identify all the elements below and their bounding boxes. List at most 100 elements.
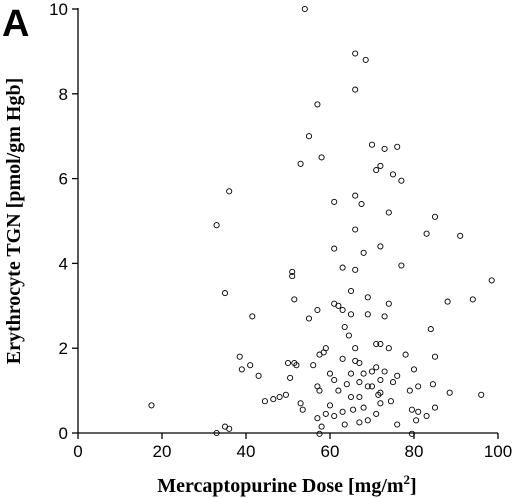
- data-point: [347, 393, 355, 401]
- data-point: [352, 345, 359, 352]
- data-point: [339, 264, 346, 271]
- data-point: [322, 410, 329, 417]
- data-point: [314, 306, 321, 314]
- data-point: [385, 300, 392, 307]
- data-point: [444, 298, 451, 305]
- data-point: [213, 429, 220, 437]
- data-point: [316, 430, 323, 437]
- y-tick-label: 4: [59, 254, 68, 273]
- data-point: [347, 370, 355, 377]
- data-point: [427, 326, 434, 333]
- data-point: [377, 376, 384, 384]
- data-point: [345, 332, 352, 339]
- data-point: [389, 171, 397, 178]
- data-point: [377, 243, 384, 250]
- data-point: [364, 383, 371, 390]
- data-point: [360, 249, 367, 256]
- data-point: [377, 389, 384, 396]
- data-point: [282, 391, 289, 398]
- data-point: [255, 372, 262, 379]
- data-point: [364, 311, 371, 318]
- data-point: [226, 188, 233, 195]
- y-tick-label: 2: [59, 339, 68, 358]
- data-point: [356, 419, 363, 426]
- data-point: [314, 101, 321, 108]
- data-point: [457, 232, 464, 239]
- data-point: [318, 154, 325, 161]
- data-point: [352, 192, 359, 199]
- data-point: [377, 162, 384, 169]
- x-tick-label: 0: [73, 442, 82, 461]
- data-point: [413, 417, 420, 424]
- data-point: [314, 415, 321, 422]
- data-point: [316, 351, 323, 358]
- data-point: [339, 408, 346, 415]
- data-point: [339, 355, 346, 362]
- data-point: [408, 430, 415, 437]
- y-tick-label: 0: [59, 424, 68, 443]
- data-point: [297, 400, 304, 407]
- y-tick-label: 10: [49, 0, 68, 19]
- data-point: [364, 417, 371, 424]
- data-point: [389, 379, 397, 386]
- y-tick-label: 6: [59, 170, 68, 189]
- data-point: [381, 145, 388, 152]
- y-tick-label: 8: [59, 85, 68, 104]
- data-point: [350, 406, 357, 413]
- data-point: [358, 200, 365, 208]
- data-point: [377, 340, 384, 348]
- data-point: [423, 230, 430, 237]
- data-point: [270, 396, 277, 403]
- axes: [77, 8, 498, 434]
- data-point: [373, 340, 380, 348]
- data-point: [284, 359, 292, 367]
- data-point: [339, 306, 346, 314]
- data-point: [238, 366, 245, 373]
- data-point: [373, 364, 380, 371]
- data-point: [394, 143, 401, 150]
- data-point: [423, 412, 430, 420]
- data-point: [431, 404, 439, 411]
- data-point: [276, 393, 283, 401]
- data-point: [331, 412, 338, 420]
- data-point: [408, 406, 415, 413]
- data-point: [360, 370, 367, 377]
- data-point: [297, 160, 304, 167]
- data-point: [398, 262, 405, 269]
- data-point: [402, 351, 409, 358]
- data-point: [406, 387, 413, 394]
- data-point: [249, 313, 256, 320]
- data-point: [331, 245, 338, 252]
- data-point: [356, 359, 363, 367]
- data-point: [291, 296, 298, 303]
- data-point: [331, 376, 338, 384]
- data-point: [373, 410, 380, 417]
- data-point: [352, 266, 359, 273]
- data-point: [213, 222, 220, 229]
- y-axis-title: Erythrocyte TGN [pmol/gm Hgb]: [3, 78, 25, 364]
- data-point: [394, 421, 401, 428]
- data-point: [362, 56, 369, 63]
- data-point: [335, 387, 342, 394]
- data-point: [247, 362, 254, 369]
- data-point: [410, 366, 418, 373]
- data-point: [356, 379, 363, 386]
- data-point: [352, 226, 359, 233]
- data-point: [287, 374, 294, 381]
- data-point: [478, 391, 485, 398]
- data-point: [236, 353, 243, 360]
- x-tick-label: 20: [153, 442, 172, 461]
- data-point: [381, 313, 388, 320]
- data-point: [293, 362, 300, 369]
- x-tick-label: 60: [321, 442, 340, 461]
- data-point: [148, 402, 155, 409]
- data-point: [347, 311, 355, 318]
- data-point: [341, 421, 348, 428]
- data-point: [415, 383, 422, 390]
- data-point: [289, 273, 296, 280]
- data-point: [221, 290, 229, 297]
- x-axis-title: Mercaptopurine Dose [mg/m2]: [157, 472, 416, 497]
- data-point: [301, 5, 308, 13]
- data-point: [429, 381, 436, 388]
- data-point: [368, 368, 376, 375]
